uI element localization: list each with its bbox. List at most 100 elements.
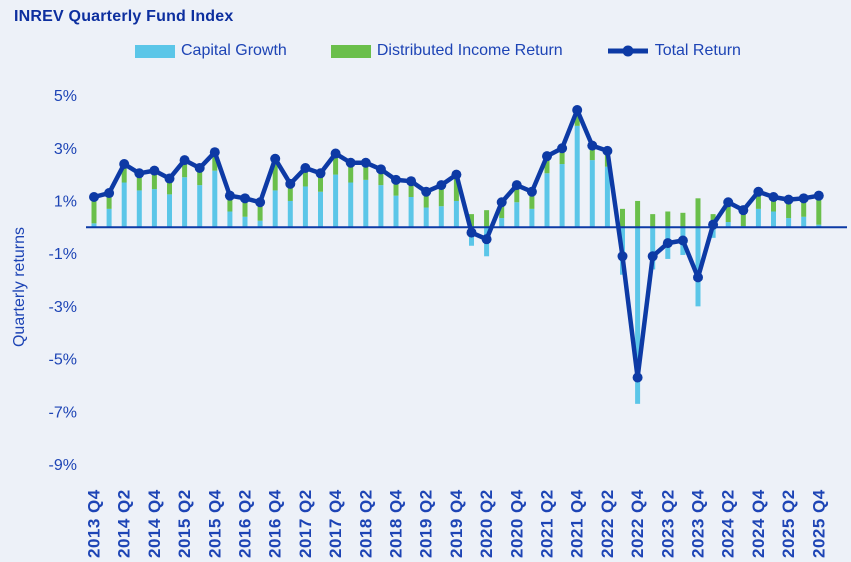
total-return-point bbox=[617, 251, 628, 262]
income-return-bar bbox=[272, 158, 278, 191]
x-axis-label: 2020 Q4 bbox=[507, 489, 526, 558]
total-return-point bbox=[104, 188, 115, 199]
income-return-bar bbox=[242, 198, 248, 217]
income-return-bar bbox=[620, 208, 625, 228]
capital-growth-bar bbox=[167, 194, 172, 228]
capital-growth-bar bbox=[544, 173, 550, 228]
total-return-point bbox=[360, 157, 371, 168]
income-return-bar bbox=[393, 179, 399, 196]
income-return-bar bbox=[544, 156, 550, 174]
x-axis-label: 2016 Q4 bbox=[266, 489, 285, 558]
income-return-bar bbox=[740, 210, 746, 226]
capital-growth-bar bbox=[363, 179, 369, 228]
income-return-bar bbox=[106, 193, 112, 209]
income-return-bar bbox=[514, 185, 520, 203]
x-axis-label: 2021 Q4 bbox=[568, 489, 587, 558]
x-axis-label: 2021 Q2 bbox=[538, 489, 557, 558]
total-return-point bbox=[693, 272, 703, 283]
income-return-bar bbox=[725, 202, 731, 223]
income-return-bar bbox=[529, 191, 535, 209]
total-return-point bbox=[587, 140, 598, 151]
capital-growth-bar bbox=[242, 216, 248, 228]
total-return-point bbox=[89, 191, 99, 202]
total-return-point bbox=[647, 251, 658, 262]
total-return-point bbox=[723, 197, 734, 208]
income-return-bar bbox=[574, 110, 580, 126]
x-axis-label: 2014 Q4 bbox=[145, 489, 164, 558]
page-title: INREV Quarterly Fund Index bbox=[14, 8, 234, 25]
total-return-point bbox=[240, 193, 250, 204]
x-axis-label: 2016 Q2 bbox=[236, 489, 255, 558]
x-axis-label: 2024 Q4 bbox=[749, 489, 768, 558]
y-axis-tick-label: 1% bbox=[54, 193, 77, 210]
x-axis-label: 2019 Q4 bbox=[447, 489, 466, 558]
x-axis-label: 2023 Q4 bbox=[689, 489, 708, 558]
income-return-bar bbox=[136, 173, 142, 191]
total-return-point bbox=[391, 174, 401, 185]
total-return-point bbox=[677, 235, 688, 246]
legend-item-income-return: Distributed Income Return bbox=[330, 42, 563, 60]
total-return-point bbox=[406, 176, 417, 187]
total-return-point bbox=[134, 168, 145, 179]
capital-growth-bar bbox=[499, 218, 505, 228]
capital-growth-bar bbox=[227, 211, 233, 228]
capital-growth-bar bbox=[408, 196, 414, 228]
capital-growth-bar bbox=[197, 185, 203, 228]
capital-growth-bar bbox=[755, 208, 761, 228]
capital-growth-bar bbox=[257, 220, 263, 228]
x-axis-label: 2025 Q2 bbox=[779, 489, 798, 558]
income-return-bar bbox=[378, 169, 384, 186]
income-return-bar bbox=[589, 145, 595, 161]
income-return-bar bbox=[755, 191, 761, 209]
capital-growth-bar bbox=[91, 223, 97, 228]
capital-growth-bar bbox=[771, 211, 776, 228]
income-return-bar bbox=[348, 162, 354, 183]
income-return-bar bbox=[318, 173, 323, 192]
income-return-bar bbox=[771, 196, 776, 212]
y-axis-tick-label: 3% bbox=[54, 141, 77, 158]
income-return-bar bbox=[212, 152, 218, 171]
total-return-point bbox=[315, 168, 326, 179]
total-return-point bbox=[602, 145, 613, 156]
capital-growth-bar bbox=[650, 227, 656, 270]
income-return-bar bbox=[197, 168, 203, 186]
total-return-point bbox=[526, 186, 537, 197]
legend-item-total-return: Total Return bbox=[607, 42, 741, 60]
capital-growth-bar bbox=[695, 227, 701, 307]
capital-growth-bar bbox=[302, 186, 308, 228]
capital-growth-bar bbox=[438, 206, 444, 228]
total-return-point bbox=[753, 186, 764, 197]
capital-growth-bar bbox=[786, 218, 792, 228]
x-axis-label: 2025 Q4 bbox=[809, 489, 828, 558]
total-return-point bbox=[451, 169, 462, 180]
legend-label-income-return: Distributed Income Return bbox=[376, 42, 563, 59]
income-return-bar bbox=[499, 202, 505, 219]
x-axis-label: 2018 Q4 bbox=[387, 489, 406, 558]
income-return-bar bbox=[695, 198, 701, 228]
y-axis-title: Quarterly returns bbox=[11, 227, 28, 347]
total-return-point bbox=[164, 173, 175, 184]
income-return-bar bbox=[363, 162, 369, 180]
total-return-point bbox=[798, 193, 809, 204]
legend-item-capital-growth: Capital Growth bbox=[135, 42, 287, 60]
capital-growth-bar bbox=[453, 200, 459, 228]
total-return-point bbox=[330, 148, 341, 159]
x-axis-label: 2020 Q2 bbox=[477, 489, 496, 558]
income-return-bar bbox=[438, 185, 444, 207]
capital-growth-bar bbox=[725, 222, 731, 228]
income-return-bar bbox=[650, 214, 656, 228]
total-return-point bbox=[300, 163, 311, 174]
income-return-bar bbox=[484, 210, 490, 228]
legend-label-total-return: Total Return bbox=[654, 42, 741, 59]
total-return-point bbox=[209, 147, 220, 158]
total-return-point bbox=[194, 163, 205, 174]
total-return-line bbox=[93, 107, 820, 380]
capital-growth-bar bbox=[529, 208, 535, 228]
income-return-bar bbox=[665, 211, 671, 228]
x-axis-label: 2022 Q2 bbox=[598, 489, 617, 558]
capital-growth-bar bbox=[604, 166, 610, 228]
total-return-point bbox=[436, 180, 447, 191]
capital-growth-swatch-icon bbox=[135, 44, 175, 58]
y-axis-tick-label: -9% bbox=[49, 457, 77, 474]
x-axis-label: 2022 Q4 bbox=[628, 489, 647, 558]
